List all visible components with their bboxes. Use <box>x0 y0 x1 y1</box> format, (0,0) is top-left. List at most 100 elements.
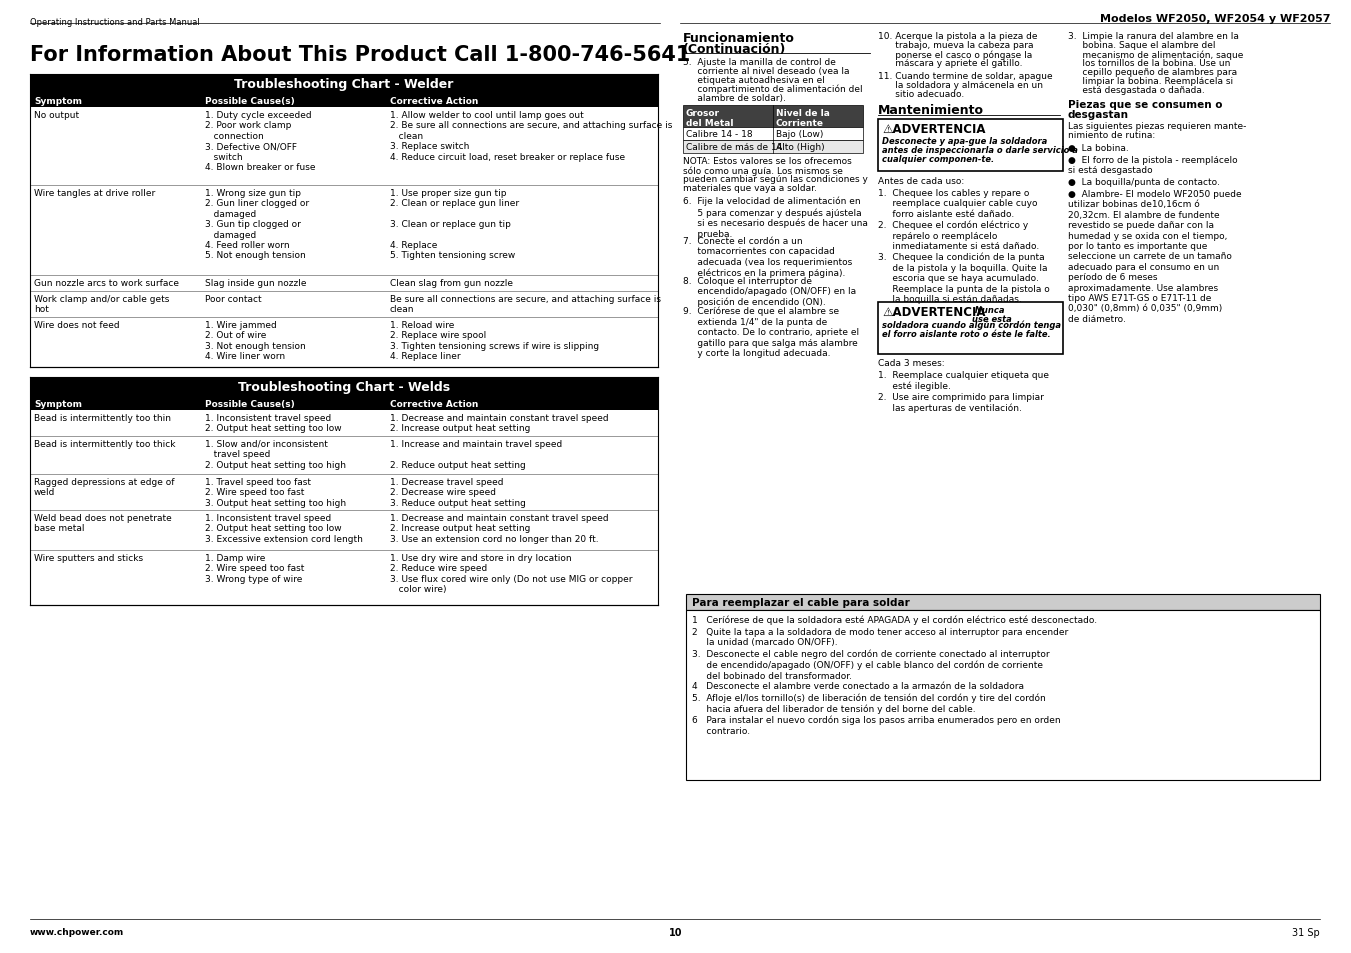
Text: 10: 10 <box>669 927 682 937</box>
Text: Nivel de la
Corriente: Nivel de la Corriente <box>775 109 830 129</box>
Text: alambre de soldar).: alambre de soldar). <box>684 94 786 103</box>
Bar <box>878 120 1063 172</box>
Bar <box>30 75 658 95</box>
Bar <box>878 303 1063 355</box>
Text: 9.  Ceríórese de que el alambre se
     extienda 1/4" de la punta de
     contac: 9. Ceríórese de que el alambre se extien… <box>684 307 859 357</box>
Text: 1. Use dry wire and store in dry location
2. Reduce wire speed
3. Use flux cored: 1. Use dry wire and store in dry locatio… <box>390 554 632 594</box>
Text: 2.  Chequee el cordón eléctrico y
     repárelo o reemplácelo
     inmediatament: 2. Chequee el cordón eléctrico y repárel… <box>878 221 1039 251</box>
Text: 5.  Afloje el/los tornillo(s) de liberación de tensión del cordón y tire del cor: 5. Afloje el/los tornillo(s) de liberaci… <box>692 693 1046 714</box>
Text: 1.  Chequee los cables y repare o
     reemplace cualquier cable cuyo
     forro: 1. Chequee los cables y repare o reempla… <box>878 189 1038 218</box>
Text: está desgastada o dañada.: está desgastada o dañada. <box>1069 86 1205 95</box>
Text: pueden cambiar según las condiciones y: pueden cambiar según las condiciones y <box>684 174 867 184</box>
Text: Bead is intermittently too thin: Bead is intermittently too thin <box>34 414 172 422</box>
Text: 1. Increase and maintain travel speed

2. Reduce output heat setting: 1. Increase and maintain travel speed 2.… <box>390 439 562 469</box>
Text: 1. Decrease travel speed
2. Decrease wire speed
3. Reduce output heat setting: 1. Decrease travel speed 2. Decrease wir… <box>390 477 526 507</box>
Text: Funcionamiento: Funcionamiento <box>684 32 794 45</box>
Text: 1. Duty cycle exceeded
2. Poor work clamp
   connection
3. Defective ON/OFF
   s: 1. Duty cycle exceeded 2. Poor work clam… <box>205 111 316 172</box>
Text: Bead is intermittently too thick: Bead is intermittently too thick <box>34 439 176 449</box>
Text: cualquier componen-te.: cualquier componen-te. <box>882 154 994 164</box>
Text: ⚠ADVERTENCIA: ⚠ADVERTENCIA <box>882 123 985 136</box>
Text: 6   Para instalar el nuevo cordón siga los pasos arriba enumerados pero en orden: 6 Para instalar el nuevo cordón siga los… <box>692 716 1061 735</box>
Text: Calibre 14 - 18: Calibre 14 - 18 <box>686 130 753 139</box>
Text: Wire sputters and sticks: Wire sputters and sticks <box>34 554 143 562</box>
Text: Symptom: Symptom <box>34 97 82 106</box>
Text: Calibre de más de 14: Calibre de más de 14 <box>686 143 782 152</box>
Text: máscara y apriete el gatillo.: máscara y apriete el gatillo. <box>878 59 1023 68</box>
Text: Clean slag from gun nozzle: Clean slag from gun nozzle <box>390 278 513 288</box>
Text: Corrective Action: Corrective Action <box>390 97 478 106</box>
Text: Troubleshooting Chart - Welds: Troubleshooting Chart - Welds <box>238 380 450 394</box>
Text: Wire tangles at drive roller: Wire tangles at drive roller <box>34 189 155 198</box>
Text: etiqueta autoadhesiva en el: etiqueta autoadhesiva en el <box>684 76 825 85</box>
Text: 2   Quite la tapa a la soldadora de modo tener acceso al interruptor para encend: 2 Quite la tapa a la soldadora de modo t… <box>692 627 1069 647</box>
Text: 1. Inconsistent travel speed
2. Output heat setting too low
3. Excessive extensi: 1. Inconsistent travel speed 2. Output h… <box>205 514 363 543</box>
Text: Be sure all connections are secure, and attaching surface is
clean: Be sure all connections are secure, and … <box>390 294 661 314</box>
Text: 3.  Desconecte el cable negro del cordón de corriente conectado al interruptor
 : 3. Desconecte el cable negro del cordón … <box>692 649 1050 680</box>
Text: el forro aislante roto o éste le falte.: el forro aislante roto o éste le falte. <box>882 330 1051 338</box>
Text: cepillo pequeño de alambres para: cepillo pequeño de alambres para <box>1069 68 1238 77</box>
Text: ●  La boquilla/punta de contacto.: ● La boquilla/punta de contacto. <box>1069 178 1220 187</box>
Text: soldadora cuando algún cordón tenga: soldadora cuando algún cordón tenga <box>882 320 1061 330</box>
Text: For Information About This Product Call 1-800-746-5641: For Information About This Product Call … <box>30 45 690 65</box>
Text: Symptom: Symptom <box>34 399 82 409</box>
Text: Work clamp and/or cable gets
hot: Work clamp and/or cable gets hot <box>34 294 169 314</box>
Text: use esta: use esta <box>971 314 1012 324</box>
Text: Para reemplazar el cable para soldar: Para reemplazar el cable para soldar <box>692 598 909 607</box>
Text: ponerse el casco o póngase la: ponerse el casco o póngase la <box>878 50 1032 59</box>
Text: 1. Damp wire
2. Wire speed too fast
3. Wrong type of wire: 1. Damp wire 2. Wire speed too fast 3. W… <box>205 554 304 583</box>
Text: ●  La bobina.: ● La bobina. <box>1069 144 1128 152</box>
Text: Bajo (Low): Bajo (Low) <box>775 130 823 139</box>
Text: la soldadora y almácenela en un: la soldadora y almácenela en un <box>878 81 1043 90</box>
Bar <box>686 595 1320 610</box>
Text: 31 Sp: 31 Sp <box>1293 927 1320 937</box>
Text: 11. Cuando termine de soldar, apague: 11. Cuando termine de soldar, apague <box>878 71 1052 81</box>
Text: 7.  Conecte el cordón a un
     tomacorrientes con capacidad
     adecuada (vea : 7. Conecte el cordón a un tomacorrientes… <box>684 236 852 277</box>
Text: Mantenimiento: Mantenimiento <box>878 104 984 117</box>
Text: (Continuación): (Continuación) <box>684 43 786 56</box>
Text: Poor contact: Poor contact <box>205 294 262 304</box>
Text: 1. Allow welder to cool until lamp goes out
2. Be sure all connections are secur: 1. Allow welder to cool until lamp goes … <box>390 111 673 161</box>
Text: 3.  Chequee la condición de la punta
     de la pistola y la boquilla. Quite la
: 3. Chequee la condición de la punta de l… <box>878 253 1050 304</box>
Text: sitio adecuado.: sitio adecuado. <box>878 90 965 99</box>
Text: 1. Wire jammed
2. Out of wire
3. Not enough tension
4. Wire liner worn: 1. Wire jammed 2. Out of wire 3. Not eno… <box>205 320 305 361</box>
Bar <box>684 141 863 153</box>
Text: antes de inspeccionarla o darle servicio a: antes de inspeccionarla o darle servicio… <box>882 146 1078 154</box>
Bar <box>684 106 863 128</box>
Text: bobina. Saque el alambre del: bobina. Saque el alambre del <box>1069 41 1216 50</box>
Text: los tornillos de la bobina. Use un: los tornillos de la bobina. Use un <box>1069 59 1231 68</box>
Text: 1. Use proper size gun tip
2. Clean or replace gun liner

3. Clean or replace gu: 1. Use proper size gun tip 2. Clean or r… <box>390 189 519 260</box>
Text: 8.  Coloque el interruptor de
     encendido/apagado (ON/OFF) en la
     posició: 8. Coloque el interruptor de encendido/a… <box>684 276 857 307</box>
Text: limpiar la bobina. Reemplácela si: limpiar la bobina. Reemplácela si <box>1069 77 1233 86</box>
Text: Corrective Action: Corrective Action <box>390 399 478 409</box>
Text: Nunca: Nunca <box>971 306 1005 314</box>
Text: 1. Slow and/or inconsistent
   travel speed
2. Output heat setting too high: 1. Slow and/or inconsistent travel speed… <box>205 439 346 469</box>
Text: materiales que vaya a soldar.: materiales que vaya a soldar. <box>684 184 817 193</box>
Text: 1. Travel speed too fast
2. Wire speed too fast
3. Output heat setting too high: 1. Travel speed too fast 2. Wire speed t… <box>205 477 346 507</box>
Text: Grosor
del Metal: Grosor del Metal <box>686 109 734 129</box>
Text: Troubleshooting Chart - Welder: Troubleshooting Chart - Welder <box>234 78 454 91</box>
Text: 5.  Ajuste la manilla de control de: 5. Ajuste la manilla de control de <box>684 58 836 67</box>
Text: 2.  Use aire comprimido para limpiar
     las aperturas de ventilación.: 2. Use aire comprimido para limpiar las … <box>878 393 1044 413</box>
Bar <box>684 128 863 141</box>
Text: Piezas que se consumen o: Piezas que se consumen o <box>1069 100 1223 110</box>
Text: Weld bead does not penetrate
base metal: Weld bead does not penetrate base metal <box>34 514 172 533</box>
Text: Wire does not feed: Wire does not feed <box>34 320 120 330</box>
Text: www.chpower.com: www.chpower.com <box>30 927 124 936</box>
Text: Cada 3 meses:: Cada 3 meses: <box>878 358 944 368</box>
Text: 1. Wrong size gun tip
2. Gun liner clogged or
   damaged
3. Gun tip clogged or
 : 1. Wrong size gun tip 2. Gun liner clogg… <box>205 189 309 260</box>
Text: Possible Cause(s): Possible Cause(s) <box>205 97 295 106</box>
Bar <box>30 377 658 397</box>
Bar <box>30 397 658 411</box>
Text: trabajo, mueva la cabeza para: trabajo, mueva la cabeza para <box>878 41 1034 50</box>
Text: 1. Decrease and maintain constant travel speed
2. Increase output heat setting
3: 1. Decrease and maintain constant travel… <box>390 514 608 543</box>
Text: ●  El forro de la pistola - reemplácelo
si está desgastado: ● El forro de la pistola - reemplácelo s… <box>1069 156 1238 175</box>
Bar <box>30 95 658 108</box>
Text: No output: No output <box>34 111 80 120</box>
Text: Modelos WF2050, WF2054 y WF2057: Modelos WF2050, WF2054 y WF2057 <box>1100 14 1329 24</box>
Text: Gun nozzle arcs to work surface: Gun nozzle arcs to work surface <box>34 278 178 288</box>
Text: Desconecte y apa-gue la soldadora: Desconecte y apa-gue la soldadora <box>882 137 1047 146</box>
Text: 3.  Limpie la ranura del alambre en la: 3. Limpie la ranura del alambre en la <box>1069 32 1239 41</box>
Text: Operating Instructions and Parts Manual: Operating Instructions and Parts Manual <box>30 18 200 27</box>
Text: ⚠ADVERTENCIA: ⚠ADVERTENCIA <box>882 306 985 318</box>
Text: 1. Decrease and maintain constant travel speed
2. Increase output heat setting: 1. Decrease and maintain constant travel… <box>390 414 608 433</box>
